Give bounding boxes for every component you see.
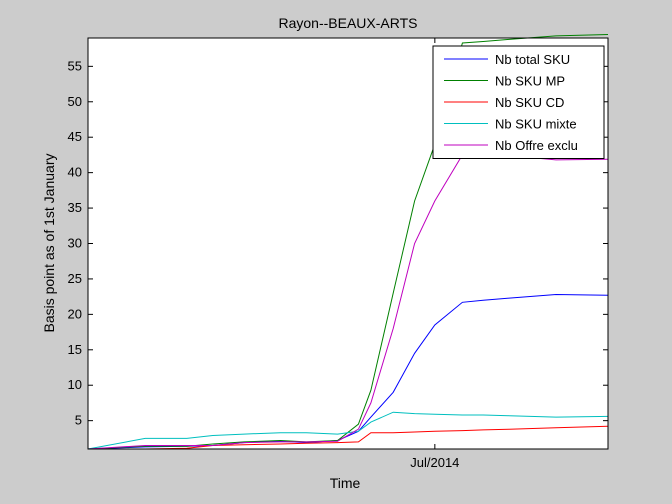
y-tick-label: 25 — [68, 271, 82, 286]
legend: Nb total SKU Nb SKU MP Nb SKU CD Nb SKU mix… — [432, 45, 605, 159]
chart-title: Rayon--BEAUX-ARTS — [278, 15, 417, 31]
axis-ticks: 5 10 15 20 25 30 35 40 45 50 55 Jul/2014 — [68, 38, 608, 470]
x-axis-label: Time — [330, 475, 361, 491]
y-tick-label: 20 — [68, 306, 82, 321]
y-axis-label: Basis point as of 1st January — [41, 154, 57, 333]
y-tick-label: 15 — [68, 342, 82, 357]
legend-entry: Nb Offre exclu — [495, 138, 578, 153]
x-tick-label: Jul/2014 — [410, 455, 459, 470]
y-tick-label: 45 — [68, 129, 82, 144]
series-line-2 — [87, 34, 609, 450]
legend-entry: Nb SKU CD — [495, 95, 564, 110]
legend-entry: Nb SKU mixte — [495, 117, 577, 132]
plot-frame — [87, 37, 609, 450]
y-tick-label: 55 — [68, 58, 82, 73]
legend-entry: Nb SKU MP — [495, 74, 565, 89]
y-tick-label: 50 — [68, 94, 82, 109]
y-tick-label: 40 — [68, 165, 82, 180]
y-tick-label: 10 — [68, 377, 82, 392]
legend-entry: Nb total SKU — [495, 52, 570, 67]
y-tick-label: 35 — [68, 200, 82, 215]
y-tick-label: 5 — [75, 413, 82, 428]
y-tick-label: 30 — [68, 236, 82, 251]
series-line-4 — [87, 411, 609, 450]
